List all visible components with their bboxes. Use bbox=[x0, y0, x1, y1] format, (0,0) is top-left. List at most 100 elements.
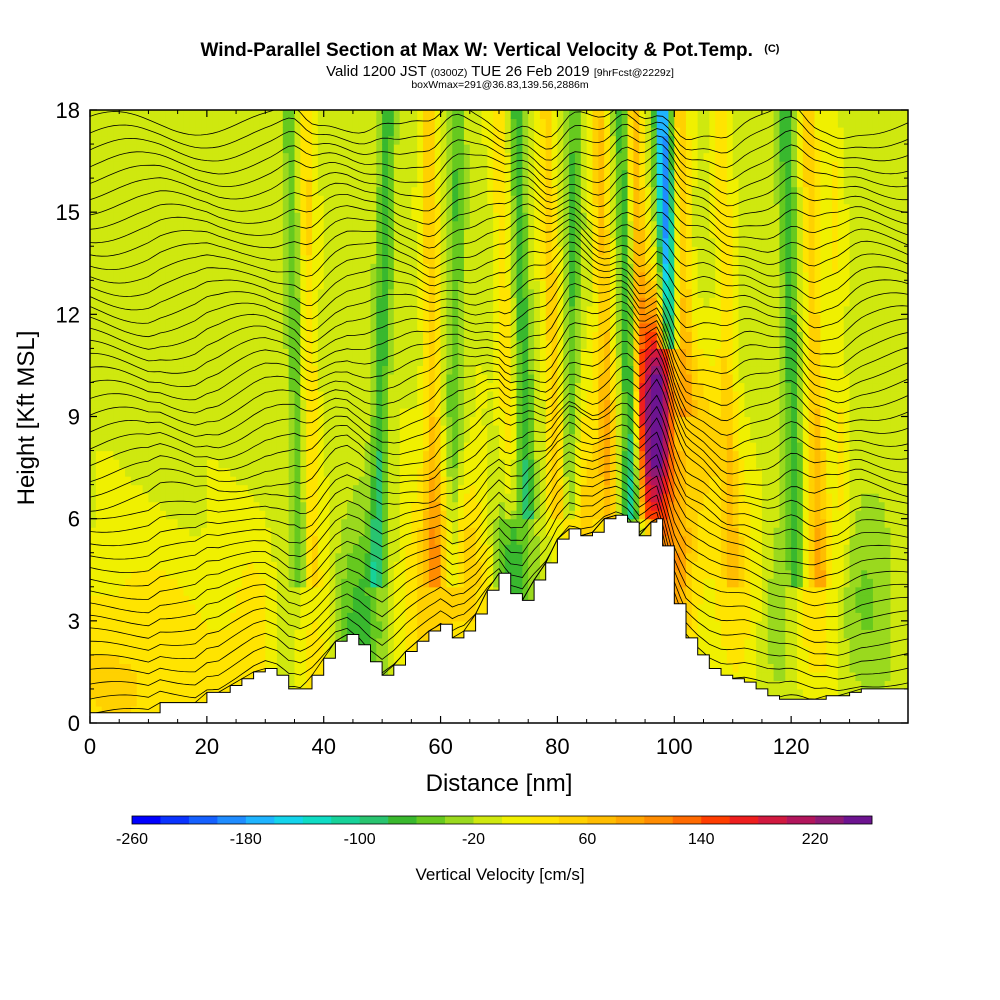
colorbar-tick-label: 140 bbox=[688, 831, 715, 848]
terrain-mask bbox=[90, 514, 908, 723]
theta-contour bbox=[90, 233, 908, 315]
colorbar-swatch bbox=[245, 816, 275, 824]
colorbar-swatch bbox=[558, 816, 588, 824]
chart-title-sup: (C) bbox=[764, 43, 780, 55]
colorbar-swatch bbox=[701, 816, 730, 824]
theta-contour bbox=[90, 469, 908, 614]
colorbar-swatch bbox=[502, 816, 531, 824]
theta-contour bbox=[90, 485, 908, 639]
x-tick-label: 60 bbox=[428, 734, 452, 759]
colorbar-swatch bbox=[217, 816, 247, 824]
theta-contour bbox=[90, 260, 908, 355]
y-tick-label: 9 bbox=[68, 405, 80, 430]
colorbar-tick-label: -180 bbox=[230, 831, 262, 848]
colorbar-swatch bbox=[388, 816, 417, 824]
theta-contour bbox=[90, 293, 908, 393]
colorbar-swatch bbox=[359, 816, 389, 824]
theta-contour bbox=[90, 405, 908, 533]
x-axis-label: Distance [nm] bbox=[426, 770, 573, 797]
plot-area bbox=[90, 110, 908, 723]
colorbar-swatch bbox=[843, 816, 873, 824]
colorbar bbox=[131, 815, 873, 825]
theta-contour bbox=[90, 348, 908, 467]
y-tick-label: 15 bbox=[56, 200, 80, 225]
colorbar-swatch bbox=[445, 816, 474, 824]
colorbar-swatch bbox=[416, 816, 446, 824]
x-axis: 0 20 40 60 80 100 120 bbox=[84, 110, 880, 759]
theta-contour bbox=[90, 300, 908, 404]
colorbar-swatch bbox=[302, 816, 332, 824]
colorbar-tick-label: 220 bbox=[802, 831, 829, 848]
theta-contour bbox=[90, 477, 908, 627]
subtitle-part-0: Valid 1200 JST bbox=[326, 63, 431, 80]
x-tick-label: 80 bbox=[545, 734, 569, 759]
y-axis: 0 3 6 9 12 15 18 bbox=[56, 98, 908, 736]
theta-contour bbox=[90, 329, 908, 437]
colorbar-swatch bbox=[615, 816, 645, 824]
theta-contour bbox=[90, 431, 908, 560]
colorbar-frame bbox=[131, 815, 873, 825]
theta-contour bbox=[90, 357, 908, 483]
theta-contour bbox=[90, 211, 908, 271]
colorbar-swatch bbox=[587, 816, 617, 824]
theta-contour bbox=[90, 367, 908, 498]
theta-contour bbox=[90, 143, 908, 195]
colorbar-swatch bbox=[758, 816, 787, 824]
theta-contour bbox=[90, 123, 908, 168]
y-tick-label: 0 bbox=[68, 711, 80, 736]
colorbar-ticks: -260 -180 -100 -20 60 140 220 bbox=[116, 831, 829, 848]
theta-contour bbox=[90, 113, 908, 154]
theta-contour bbox=[90, 134, 908, 182]
theta-contour bbox=[90, 460, 908, 600]
theta-contour bbox=[90, 394, 908, 520]
theta-contour bbox=[90, 309, 908, 414]
theta-contour bbox=[90, 198, 908, 257]
theta-contour bbox=[90, 511, 908, 675]
theta-contour bbox=[90, 225, 908, 299]
colorbar-swatch bbox=[672, 816, 702, 824]
theta-contour bbox=[90, 417, 908, 547]
colorbar-tick-label: -260 bbox=[116, 831, 148, 848]
x-tick-label: 20 bbox=[195, 734, 219, 759]
theta-contour bbox=[90, 218, 908, 284]
colorbar-tick-label: -20 bbox=[462, 831, 485, 848]
y-tick-label: 12 bbox=[56, 302, 80, 327]
chart-title: Wind-Parallel Section at Max W: Vertical… bbox=[201, 40, 780, 61]
x-tick-label: 120 bbox=[773, 734, 810, 759]
subtitle-part-3: [9hrFcst@2229z] bbox=[594, 67, 674, 79]
theta-contour bbox=[90, 502, 908, 663]
y-tick-label: 18 bbox=[56, 98, 80, 123]
colorbar-tick-label: 60 bbox=[579, 831, 597, 848]
colorbar-swatch bbox=[815, 816, 844, 824]
theta-contour bbox=[90, 250, 908, 342]
theta-contour bbox=[90, 271, 908, 368]
theta-contour bbox=[90, 442, 908, 573]
theta-contour bbox=[90, 283, 908, 381]
theta-contour bbox=[90, 493, 908, 651]
x-tick-label: 0 bbox=[84, 734, 96, 759]
subtitle-part-1: (0300Z) bbox=[431, 67, 468, 79]
colorbar-swatch bbox=[132, 816, 161, 824]
y-axis-label: Height [Kft MSL] bbox=[13, 331, 40, 506]
colorbar-swatch bbox=[644, 816, 674, 824]
chart-title-text: Wind-Parallel Section at Max W: Vertical… bbox=[201, 40, 753, 61]
colorbar-swatch bbox=[729, 816, 759, 824]
theta-contour bbox=[90, 451, 908, 587]
x-tick-label: 100 bbox=[656, 734, 693, 759]
y-tick-label: 6 bbox=[68, 507, 80, 532]
theta-contour bbox=[90, 152, 908, 207]
colorbar-swatch bbox=[786, 816, 816, 824]
theta-contour bbox=[90, 378, 908, 512]
chart-subtitle-2: boxWmax=291@36.83,139.56,2886m bbox=[411, 79, 589, 91]
theta-contour bbox=[90, 340, 908, 450]
colorbar-swatch bbox=[331, 816, 360, 824]
theta-contour bbox=[90, 162, 908, 218]
colorbar-tick-label: -100 bbox=[344, 831, 376, 848]
colorbar-swatch bbox=[274, 816, 304, 824]
colorbar-label: Vertical Velocity [cm/s] bbox=[415, 865, 584, 884]
theta-contour bbox=[90, 241, 908, 329]
theta-contour bbox=[90, 185, 908, 244]
x-tick-label: 40 bbox=[311, 734, 335, 759]
colorbar-swatch bbox=[160, 816, 190, 824]
